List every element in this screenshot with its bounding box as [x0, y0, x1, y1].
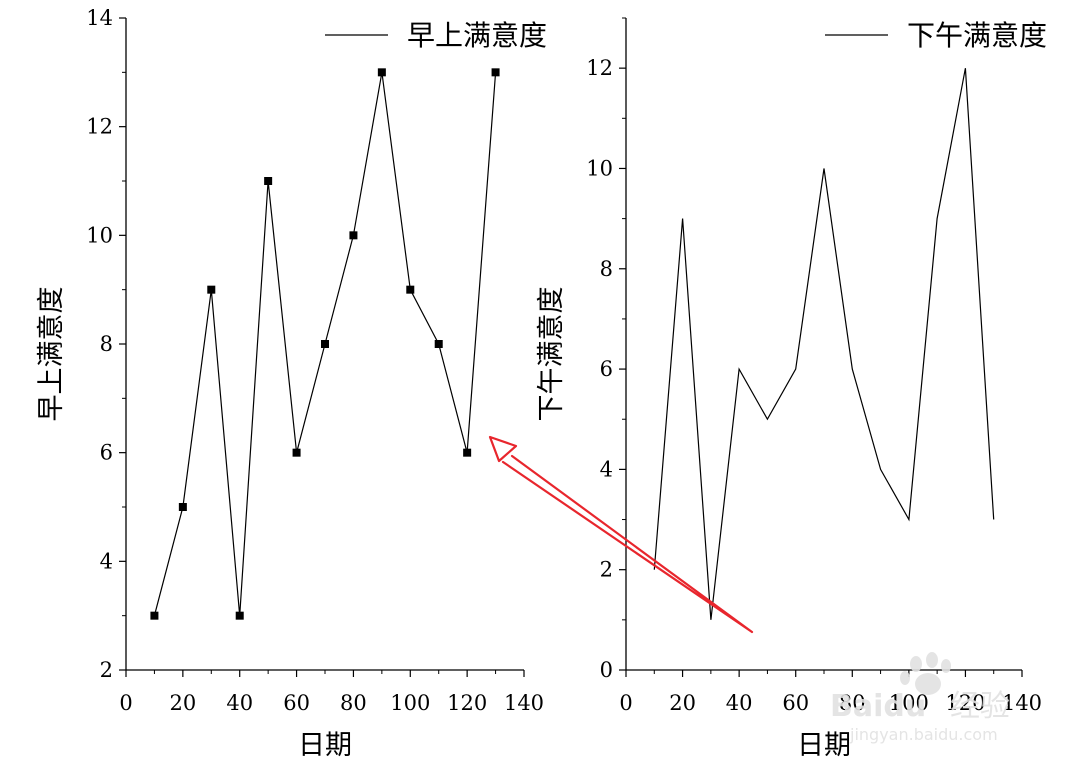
x-tick-label: 120	[447, 691, 487, 715]
y-tick-label: 8	[600, 257, 613, 281]
x-tick-label: 100	[889, 691, 929, 715]
chart-panels: 0 20 40 60 80 100 120 1402468101214日期早上满意度早上满意度…	[36, 6, 1047, 761]
x-tick-label: 80	[340, 691, 367, 715]
y-tick-label: 10	[86, 223, 113, 247]
x-tick-label: 140	[504, 691, 544, 715]
y-axis-title: 早上满意度	[36, 287, 67, 422]
watermark-brand: Baidu	[830, 689, 926, 724]
x-tick-label: 0	[119, 691, 132, 715]
x-tick-label: 80	[839, 691, 866, 715]
y-tick-label: 6	[600, 357, 613, 381]
data-point	[321, 340, 329, 348]
y-tick-label: 4	[600, 457, 613, 481]
baidu-paw-icon	[900, 652, 951, 695]
arrow-shaft	[501, 454, 754, 634]
y-tick-label: 2	[600, 558, 613, 582]
x-axis-title: 日期	[298, 730, 352, 761]
x-axis-title: 日期	[797, 730, 851, 761]
data-point	[264, 177, 273, 185]
data-point	[434, 340, 443, 348]
y-tick-label: 12	[586, 56, 613, 80]
data-point	[235, 611, 244, 620]
data-point	[178, 503, 187, 511]
y-tick-label: 6	[100, 441, 113, 465]
watermark-name: 经验	[950, 689, 1010, 724]
y-axis-title: 下午满意度	[536, 287, 567, 422]
x-tick-label: 40	[726, 691, 753, 715]
y-tick-label: 8	[100, 332, 113, 356]
data-point	[463, 448, 472, 457]
y-tick-label: 0	[600, 658, 613, 682]
watermark-url: jingyan.baidu.com	[849, 725, 998, 744]
y-tick-label: 4	[100, 549, 113, 573]
x-tick-label: 20	[169, 691, 196, 715]
watermark: Baidu 经验 jingyan.baidu.com	[830, 652, 1010, 744]
y-tick-label: 10	[586, 156, 613, 180]
x-tick-label: 120	[945, 691, 985, 715]
annotation-arrow	[488, 435, 754, 634]
y-tick-label: 2	[100, 658, 113, 682]
x-tick-label: 40	[226, 691, 253, 715]
x-tick-label: 20	[669, 691, 696, 715]
data-point	[491, 68, 500, 77]
data-point	[150, 611, 159, 620]
arrow-head	[488, 435, 518, 463]
legend: 早上满意度	[325, 19, 547, 52]
x-tick-label: 100	[390, 691, 430, 715]
data-point	[207, 285, 216, 294]
legend-label: 下午满意度	[907, 19, 1047, 52]
x-tick-label: 0	[619, 691, 632, 715]
data-point	[377, 68, 386, 77]
legend: 下午满意度	[825, 19, 1047, 52]
data-point	[406, 285, 415, 294]
data-point	[292, 448, 301, 457]
x-tick-label: 60	[283, 691, 310, 715]
y-tick-label: 14	[86, 6, 113, 30]
x-tick-label: 140	[1002, 691, 1042, 715]
x-tick-label: 60	[782, 691, 809, 715]
data-point	[349, 231, 358, 240]
legend-label: 早上满意度	[407, 19, 547, 52]
y-tick-label: 12	[86, 115, 113, 139]
series-line	[653, 68, 995, 620]
